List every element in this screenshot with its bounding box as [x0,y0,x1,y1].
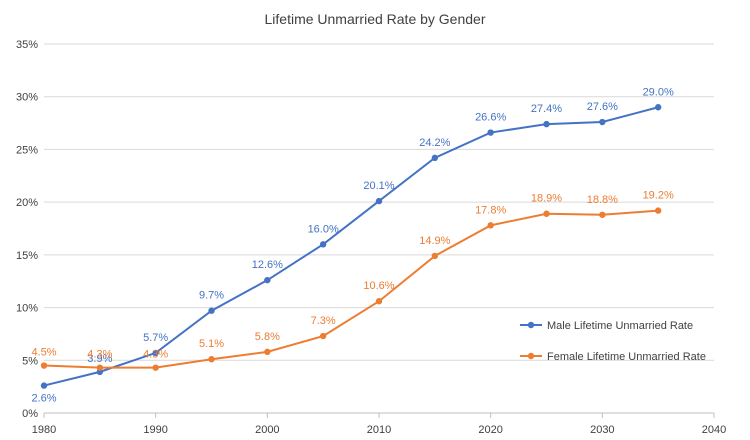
data-point-male [152,349,159,357]
data-point-male [319,241,327,248]
y-tick-label: 0% [22,408,38,420]
data-label-female: 5.8% [255,331,280,343]
data-label-female: 14.9% [419,235,450,247]
y-tick-label: 15% [16,250,38,262]
data-point-female [431,252,439,260]
data-label-male: 12.6% [252,259,283,271]
data-label-female: 4.3% [87,349,112,361]
data-point-male [654,104,662,111]
data-label-male: 2.6% [31,393,56,405]
data-label-male: 3.9% [87,353,112,365]
legend-entry: Female Lifetime Unmarried Rate [547,351,706,363]
series-line-male [43,106,659,387]
data-point-female [319,332,327,340]
data-point-female [40,362,48,369]
data-label-male: 27.6% [587,101,618,113]
data-point-male [599,118,606,126]
data-point-male [487,129,494,136]
data-point-female [654,207,662,214]
data-point-male [208,307,215,314]
x-tick-label: 2000 [255,424,279,436]
data-point-male [40,382,48,389]
data-point-female [375,298,383,305]
data-labels: 2.6% 3.9% 5.7% 9.7% 12.6% 16.0% 20.1% 24.2% 26.6… [31,86,674,404]
x-tick-label: 2040 [702,424,726,436]
legend-marker [527,352,535,360]
data-point-male [264,276,271,284]
data-label-male: 27.4% [531,103,562,115]
axes: 0% 5% 10% 15% 20% 25% 30% 35% 1980 1990 2000 2010 20… [16,39,726,436]
data-point-female [152,364,159,371]
data-label-male: 20.1% [363,180,394,192]
data-point-female [264,348,271,356]
x-tick-label: 2020 [478,424,502,436]
data-label-female: 4.5% [31,347,56,359]
data-point-male [543,120,550,128]
data-label-female: 5.1% [199,338,224,350]
data-label-male: 24.2% [419,137,450,149]
data-label-female: 19.2% [643,190,674,202]
x-tick-label: 2010 [367,424,391,436]
data-point-female [543,210,550,217]
data-point-female [599,211,606,218]
y-tick-label: 35% [16,39,38,51]
data-label-male: 26.6% [475,112,506,124]
legend-marker [527,321,535,329]
chart-title: Lifetime Unmarried Rate by Gender [265,11,486,27]
series-lines [40,104,662,389]
data-label-female: 10.6% [363,280,394,292]
y-tick-label: 10% [16,303,38,315]
x-tick-label: 2030 [590,424,614,436]
data-label-male: 9.7% [199,290,224,302]
series-line-female [43,209,659,369]
data-point-male [375,197,383,205]
data-point-female [96,364,104,371]
data-label-female: 18.9% [531,193,562,205]
data-label-female: 17.8% [475,204,506,216]
data-label-male: 29.0% [643,86,674,98]
data-point-male [431,154,439,162]
y-tick-label: 5% [22,355,38,367]
data-label-female: 4.3% [143,349,168,361]
data-label-male: 5.7% [143,332,168,344]
y-tick-label: 25% [16,144,38,156]
data-point-female [208,356,215,363]
x-tick-label: 1980 [32,424,56,436]
x-tick-label: 1990 [143,424,167,436]
data-point-female [487,222,494,229]
data-label-female: 18.8% [587,194,618,206]
data-label-female: 7.3% [311,315,336,327]
legend-entry: Male Lifetime Unmarried Rate [547,320,693,332]
y-tick-label: 20% [16,197,38,209]
y-tick-label: 30% [16,92,38,104]
data-label-male: 16.0% [308,223,339,235]
legend: Male Lifetime Unmarried Rate Female Lifet… [520,320,706,363]
